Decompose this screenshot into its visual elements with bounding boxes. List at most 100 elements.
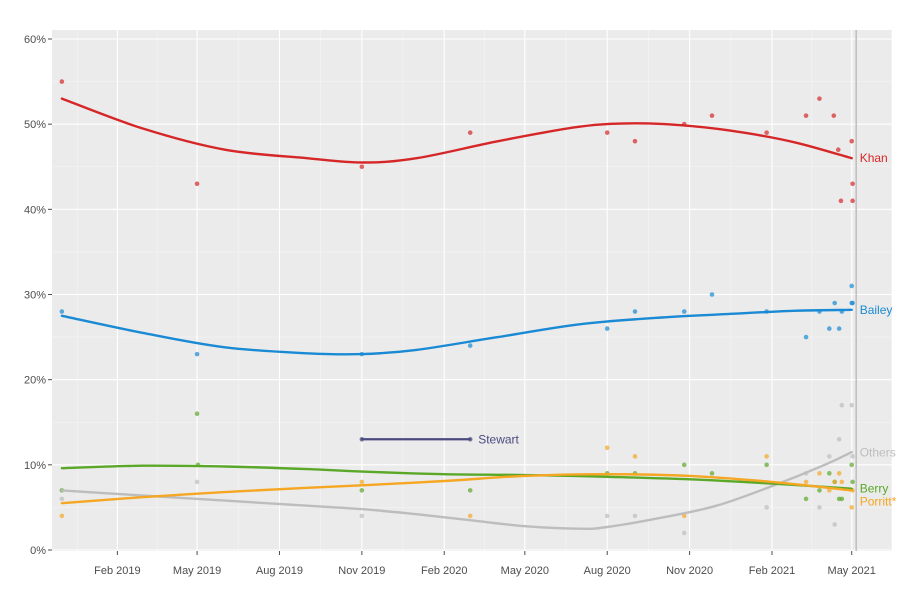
poll-point-bailey [803, 334, 809, 340]
trend-line-khan [60, 97, 853, 164]
x-tick-label: Nov 2020 [666, 565, 713, 577]
poll-point-porritt [832, 479, 837, 485]
y-tick-label: 10% [24, 460, 46, 472]
x-tick-label: Feb 2019 [94, 565, 140, 577]
poll-point-khan [359, 164, 365, 170]
poll-point-others [604, 513, 610, 519]
poll-point-porritt [604, 445, 610, 451]
poll-point-khan [764, 130, 769, 135]
poll-point-berry [359, 488, 365, 493]
y-axis: 0% 10% 20% 30% 40% 50% 60% [24, 34, 52, 557]
trend-line-others [60, 450, 853, 530]
series-label-berry: Berry [860, 482, 889, 496]
poll-point-khan [835, 147, 841, 153]
minor-gridlines [52, 30, 892, 551]
poll-point-others [850, 454, 855, 459]
series-label-porritt: Porritt* [860, 495, 897, 509]
x-tick-label: Aug 2020 [584, 565, 631, 577]
poll-point-porritt [632, 454, 638, 459]
poll-point-khan [838, 198, 844, 204]
poll-point-berry [681, 462, 687, 468]
poll-point-bailey [467, 343, 473, 348]
poll-point-others [849, 402, 855, 408]
poll-point-others [839, 402, 845, 408]
poll-point-berry [850, 479, 855, 485]
poll-point-khan [817, 96, 822, 101]
poll-point-bailey [709, 292, 715, 297]
poll-point-porritt [764, 454, 769, 459]
poll-point-bailey [850, 300, 855, 306]
trend-line-berry [60, 464, 853, 490]
poll-point-porritt [849, 505, 855, 510]
points-khan [59, 79, 855, 204]
poll-point-bailey [681, 309, 687, 314]
poll-point-khan [632, 138, 638, 144]
poll-point-others [832, 522, 837, 527]
y-tick-label: 50% [24, 119, 46, 131]
poll-point-khan [849, 138, 855, 144]
poll-point-berry [849, 462, 855, 468]
poll-point-others [817, 505, 822, 510]
y-tick-label: 60% [24, 34, 46, 46]
series-label-bailey: Bailey [860, 303, 893, 317]
poll-point-others [632, 513, 638, 519]
x-tick-label: May 2020 [501, 565, 549, 577]
poll-point-bailey [827, 326, 832, 331]
poll-point-berry [194, 411, 200, 417]
poll-point-bailey [632, 309, 638, 314]
poll-point-porritt [817, 471, 822, 476]
poll-point-others [764, 505, 769, 510]
poll-point-khan [604, 130, 610, 135]
poll-point-khan [59, 79, 65, 84]
y-tick-label: 0% [30, 545, 46, 557]
trend-line-bailey [60, 308, 853, 356]
poll-point-bailey [59, 309, 65, 314]
x-tick-label: Feb 2021 [749, 565, 795, 577]
poll-point-porritt [681, 513, 687, 519]
poll-point-porritt [803, 479, 809, 485]
y-tick-label: 20% [24, 375, 46, 387]
plot-panel [52, 30, 892, 551]
poll-point-others [681, 530, 687, 536]
poll-point-berry [467, 488, 473, 493]
poll-point-khan [850, 181, 855, 187]
poll-point-khan [850, 198, 855, 204]
poll-point-khan [709, 113, 715, 118]
poll-point-bailey [849, 283, 855, 289]
poll-point-bailey [194, 351, 200, 357]
poll-point-others [836, 436, 842, 442]
poll-point-porritt [467, 513, 473, 519]
poll-point-others [194, 479, 200, 485]
x-tick-label: Aug 2019 [256, 565, 303, 577]
trend-line-porritt [60, 472, 853, 505]
poll-point-berry [803, 496, 809, 502]
points-others [59, 402, 855, 536]
y-tick-label: 30% [24, 290, 46, 302]
poll-point-bailey [832, 300, 837, 306]
poll-point-others [827, 454, 832, 459]
poll-point-bailey [604, 326, 610, 331]
poll-point-khan [831, 113, 837, 118]
poll-point-others [59, 496, 65, 502]
poll-point-khan [194, 181, 200, 187]
x-tick-label: Feb 2020 [421, 565, 467, 577]
series-label-khan: Khan [860, 151, 888, 165]
poll-point-bailey [836, 326, 842, 331]
x-tick-label: Nov 2019 [338, 565, 385, 577]
poll-point-berry [709, 471, 715, 476]
poll-point-porritt [359, 479, 365, 485]
trend-lines [60, 97, 853, 530]
poll-point-khan [803, 113, 809, 118]
poll-point-others [359, 513, 365, 519]
y-tick-label: 40% [24, 204, 46, 216]
series-label-others: Others [860, 445, 896, 459]
poll-point-berry [764, 462, 769, 468]
x-tick-label: May 2019 [173, 565, 221, 577]
poll-point-berry [817, 488, 822, 493]
poll-point-porritt [59, 513, 65, 519]
x-axis: Feb 2019 May 2019 Aug 2019 Nov 2019 Feb 2020… [94, 551, 876, 577]
poll-point-berry [839, 496, 845, 502]
poll-point-porritt [839, 479, 845, 485]
